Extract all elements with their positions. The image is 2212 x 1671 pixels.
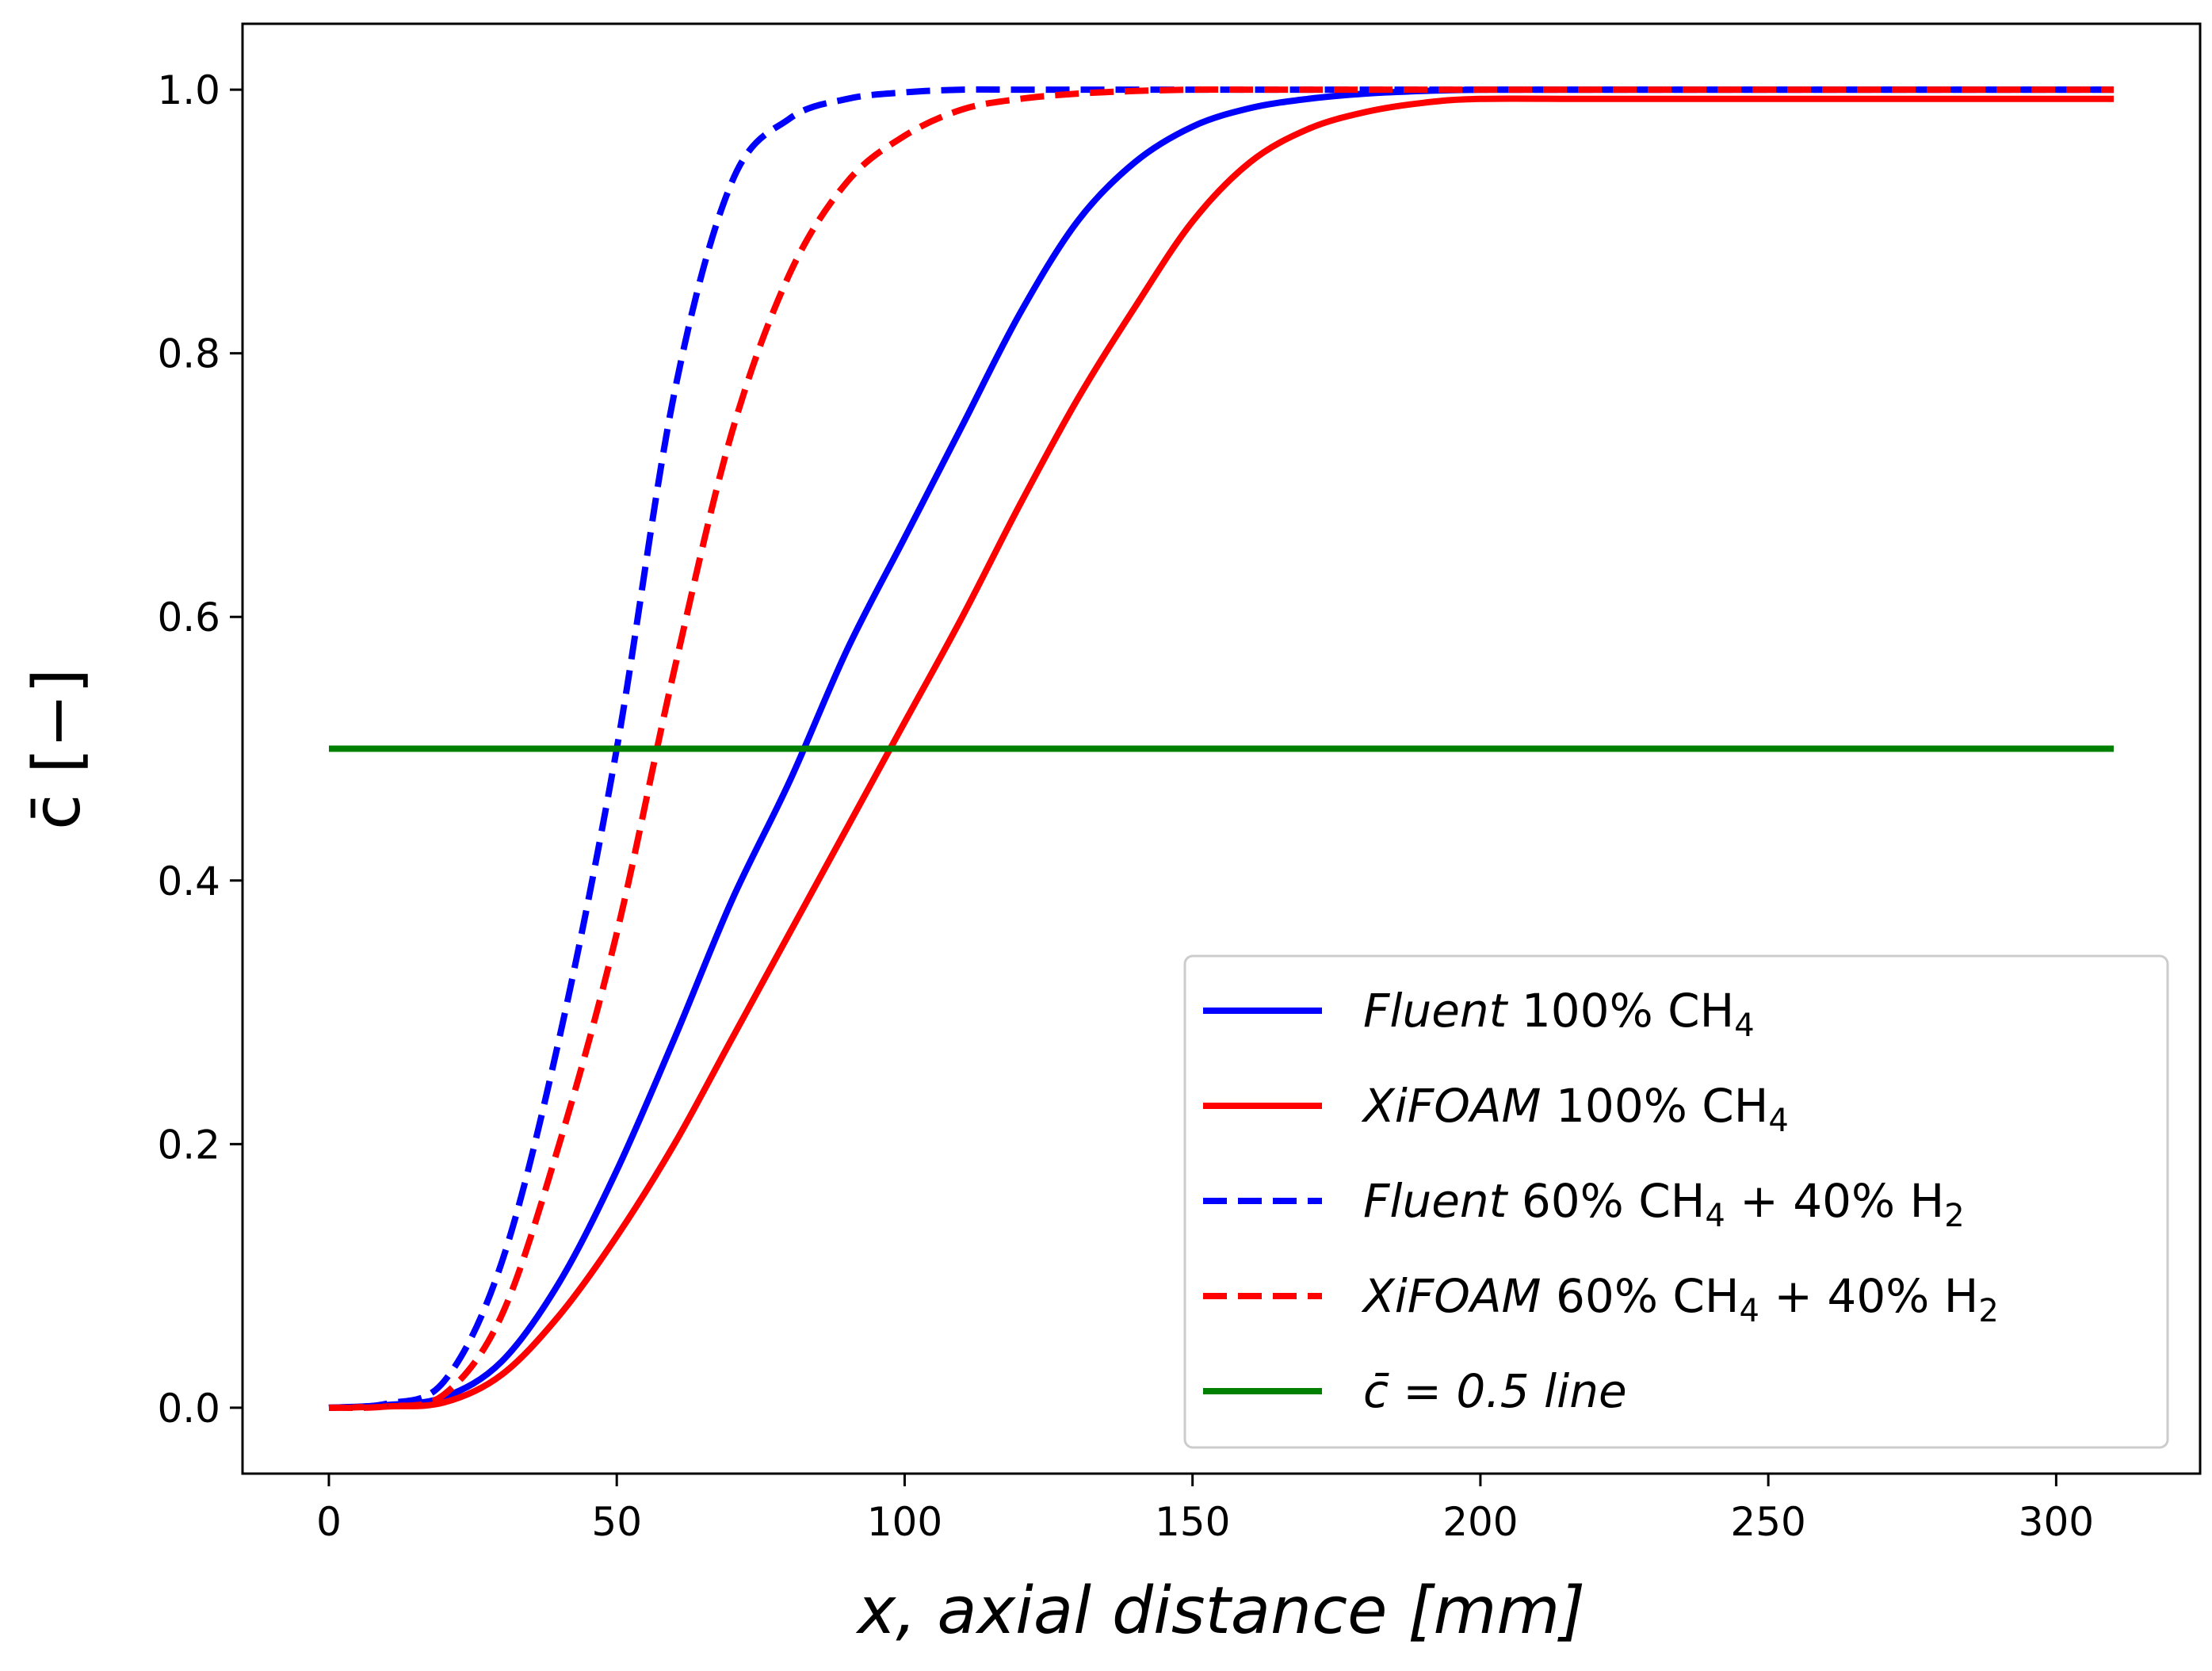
y-tick-label: 0.4 bbox=[157, 858, 220, 904]
x-tick-label: 200 bbox=[1442, 1499, 1518, 1545]
series-layer bbox=[328, 86, 2114, 1411]
y-tick-label: 0.8 bbox=[157, 331, 220, 377]
legend-label: XiFOAM 100% CH4 bbox=[1361, 1079, 1789, 1139]
x-tick-label: 300 bbox=[2019, 1499, 2094, 1545]
legend-label: XiFOAM 60% CH4 + 40% H2 bbox=[1361, 1269, 1999, 1329]
y-tick-label: 0.0 bbox=[157, 1386, 220, 1432]
ticks-layer: 0 50 100 150 200 250 300 0.0 0.2 0.4 0.6 0.8 1.0 bbox=[157, 67, 2094, 1545]
legend-label: c̄ = 0.5 line bbox=[1363, 1364, 1627, 1418]
x-tick-label: 250 bbox=[1730, 1499, 1805, 1545]
x-tick-label: 100 bbox=[867, 1499, 942, 1545]
legend-label: Fluent 100% CH4 bbox=[1363, 984, 1755, 1044]
x-axis-label: x, axial distance [mm] bbox=[855, 1573, 1586, 1649]
y-tick-label: 1.0 bbox=[157, 67, 220, 113]
series-line-4 bbox=[328, 86, 2114, 1411]
plot-area-frame bbox=[241, 22, 2202, 1475]
series-line-2 bbox=[328, 95, 2114, 1411]
legend: Fluent 100% CH4 XiFOAM 100% CH4 Fluent 60%… bbox=[1183, 954, 2169, 1449]
y-tick-label: 0.2 bbox=[157, 1122, 220, 1168]
legend-box bbox=[1183, 954, 2169, 1449]
x-tick-label: 0 bbox=[316, 1499, 342, 1545]
x-tick-label: 150 bbox=[1155, 1499, 1230, 1545]
y-tick-label: 0.6 bbox=[157, 595, 220, 640]
y-axis-label: c̄ [−] bbox=[20, 668, 95, 830]
legend-label: Fluent 60% CH4 + 40% H2 bbox=[1363, 1174, 1965, 1234]
x-tick-label: 50 bbox=[591, 1499, 642, 1545]
